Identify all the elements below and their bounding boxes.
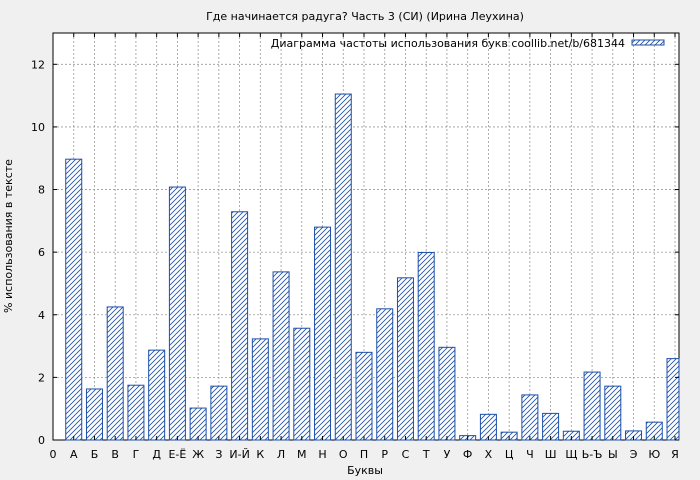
bar-14	[334, 93, 352, 441]
x-tick-label: Г	[133, 448, 140, 461]
x-tick-label: У	[444, 448, 451, 461]
x-tick-label: Ю	[648, 448, 660, 461]
x-tick-label: Х	[485, 448, 493, 461]
bar-15	[355, 351, 373, 441]
y-tick-label: 12	[31, 58, 45, 71]
bar-26	[583, 371, 601, 441]
chart-title: Где начинается радуга? Часть 3 (СИ) (Ири…	[206, 10, 524, 23]
x-tick-label: Я	[671, 448, 679, 461]
legend-label: Диаграмма частоты использования букв coo…	[271, 37, 625, 50]
bar-3	[106, 306, 124, 441]
bar-10	[251, 338, 269, 441]
x-tick-label: К	[256, 448, 264, 461]
x-tick-label: О	[339, 448, 348, 461]
x-tick-label: М	[297, 448, 307, 461]
bar-4	[127, 384, 145, 441]
y-tick-label: 10	[31, 121, 45, 134]
legend: Диаграмма частоты использования букв coo…	[271, 37, 665, 50]
y-tick-label: 8	[38, 184, 45, 197]
bar-5	[148, 349, 166, 441]
y-axis-ticks: 0 2 4 6 8 10 12	[31, 58, 679, 447]
x-tick-label: Ц	[505, 448, 514, 461]
y-tick-label: 0	[38, 434, 45, 447]
bar-30	[666, 358, 680, 441]
x-tick-label: Э	[630, 448, 638, 461]
x-axis-ticks: 0 А Б В Г Д Е-Ё Ж З И-Й К Л М Н О П Р С Т У Ф Х Ц Ч Ш Щ Ь-Ъ Ы Э Ю Я	[50, 33, 679, 461]
bar-11	[272, 271, 290, 441]
x-tick-label: И-Й	[229, 448, 249, 461]
x-tick-label: Ы	[608, 448, 618, 461]
x-tick-label: Л	[277, 448, 285, 461]
bar-27	[604, 385, 622, 441]
x-tick-label: З	[215, 448, 222, 461]
x-tick-label: Ш	[545, 448, 557, 461]
bar-2	[85, 388, 103, 441]
x-tick-label: Б	[91, 448, 99, 461]
bar-13	[314, 226, 332, 441]
y-axis-label: % использования в тексте	[2, 159, 15, 313]
bar-17	[396, 277, 414, 441]
y-tick-label: 4	[38, 309, 45, 322]
x-tick-label: Д	[152, 448, 161, 461]
bar-9	[231, 211, 249, 441]
legend-swatch	[631, 39, 665, 46]
y-tick-label: 6	[38, 246, 45, 259]
bar-18	[417, 251, 435, 441]
x-axis-label: Буквы	[347, 464, 383, 477]
y-tick-label: 2	[38, 371, 45, 384]
bar-23	[521, 394, 539, 441]
bar-1	[65, 158, 83, 441]
x-tick-label: А	[70, 448, 78, 461]
bar-19	[438, 346, 456, 441]
bar-6	[168, 186, 186, 441]
x-tick-label: Ф	[463, 448, 472, 461]
bar-series	[65, 93, 680, 441]
bar-16	[376, 308, 394, 441]
bar-8	[210, 385, 228, 441]
x-tick-label: Т	[422, 448, 430, 461]
x-tick-label: Ь-Ъ	[582, 448, 603, 461]
x-tick-label: Ж	[192, 448, 204, 461]
x-tick-label: Е-Ё	[168, 448, 186, 461]
x-tick-label: Ч	[526, 448, 534, 461]
bar-7	[189, 407, 207, 441]
x-tick-label: В	[111, 448, 119, 461]
bar-12	[293, 327, 311, 441]
x-tick-label: 0	[50, 448, 57, 461]
x-tick-label: Н	[318, 448, 326, 461]
x-tick-label: Р	[381, 448, 388, 461]
x-tick-label: П	[360, 448, 368, 461]
x-tick-label: Щ	[565, 448, 577, 461]
x-tick-label: С	[402, 448, 410, 461]
